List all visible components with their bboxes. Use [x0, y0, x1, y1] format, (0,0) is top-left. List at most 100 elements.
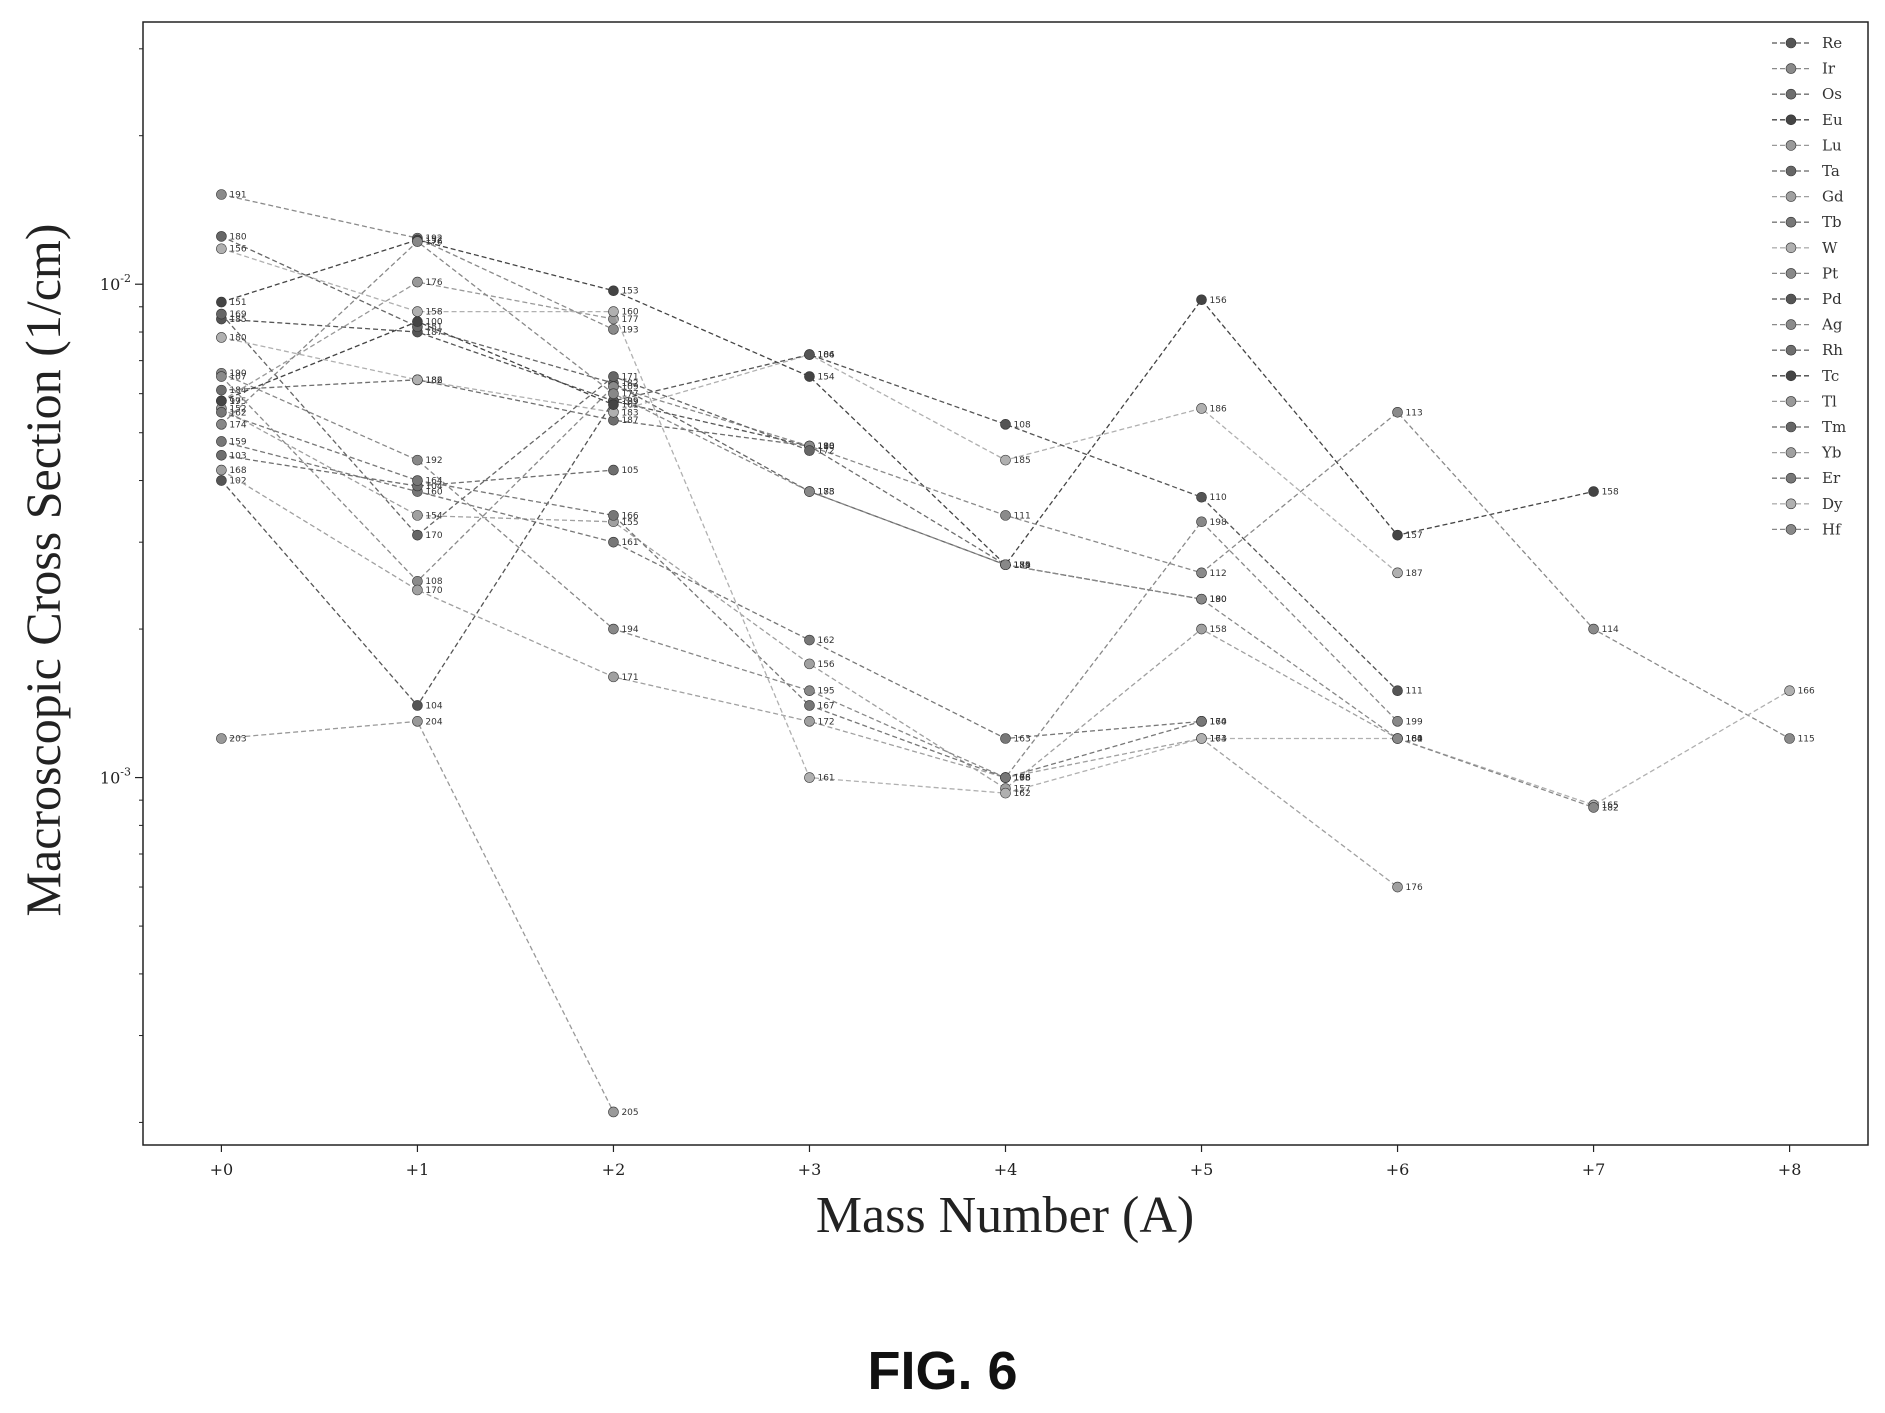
legend-item: W	[1772, 239, 1838, 257]
data-point-label: 164	[1210, 717, 1227, 727]
legend-label: Eu	[1822, 111, 1843, 129]
data-point	[412, 716, 423, 727]
data-point-label: 188	[817, 442, 834, 452]
data-point	[1392, 685, 1403, 697]
data-point	[216, 419, 227, 430]
data-point-label: 190	[817, 442, 834, 452]
data-point-label: 166	[621, 511, 638, 521]
data-point-label: 189	[1014, 561, 1031, 571]
data-point-label: 108	[425, 577, 442, 587]
data-point-label: 162	[229, 408, 246, 418]
series-line	[221, 469, 1398, 888]
data-point	[804, 371, 815, 382]
legend-marker	[1785, 472, 1797, 484]
legend-marker	[1785, 242, 1797, 254]
data-point-label: 184	[1014, 561, 1031, 571]
data-point	[608, 510, 619, 521]
series-line	[220, 313, 810, 537]
data-point	[216, 296, 227, 308]
legend-label: Hf	[1822, 520, 1842, 538]
data-point	[1000, 787, 1011, 799]
data-point-label: 189	[621, 397, 638, 407]
data-point	[1196, 567, 1207, 579]
data-point-label: 178	[817, 488, 834, 498]
data-point-label: 163	[1210, 735, 1227, 745]
data-point	[216, 450, 227, 461]
data-point-label: 176	[1406, 883, 1423, 893]
data-point	[804, 634, 815, 646]
data-point-label: 172	[817, 447, 834, 457]
data-point	[216, 231, 227, 242]
data-point	[412, 454, 423, 466]
data-point-label: 151	[229, 298, 246, 308]
data-point	[216, 332, 227, 343]
series-tc: 99 100 101	[216, 316, 639, 411]
data-point-label: 174	[229, 420, 246, 430]
data-point-label: 107	[229, 373, 246, 383]
data-point-label: 169	[229, 310, 246, 320]
data-point	[1000, 454, 1011, 466]
legend-marker	[1785, 344, 1797, 356]
data-point	[608, 399, 619, 410]
data-point-label: 111	[1014, 511, 1031, 521]
legend-label: Rh	[1822, 341, 1843, 359]
data-point-label: 187	[425, 328, 442, 338]
legend-label: Os	[1822, 85, 1842, 103]
data-point-label: 108	[1014, 420, 1031, 430]
legend-marker	[1785, 370, 1797, 382]
data-point	[412, 475, 423, 486]
data-point	[216, 436, 227, 447]
x-axis: +0 +1 +2 +3 +4 +5 +6 +7 +8	[210, 1145, 1801, 1179]
series-gd: 152 154 155 156 157 158 160	[216, 403, 1423, 795]
data-point-label: 101	[621, 401, 638, 411]
data-point-label: 103	[229, 451, 246, 461]
data-point	[412, 700, 423, 711]
legend-label: Ta	[1822, 162, 1840, 180]
data-point	[1588, 623, 1599, 635]
data-point-label: 104	[425, 482, 442, 492]
data-point-label: 102	[229, 477, 246, 487]
data-point-label: 100	[425, 318, 442, 328]
legend-marker	[1785, 421, 1797, 433]
data-point-label: 160	[425, 488, 442, 498]
legend-item: Dy	[1772, 495, 1843, 513]
data-point-label: 170	[425, 531, 442, 541]
data-point	[216, 395, 227, 407]
data-point-label: 177	[621, 390, 638, 400]
data-point	[1196, 716, 1207, 727]
data-point-label: 158	[425, 308, 442, 318]
series-line	[221, 379, 1202, 600]
data-point-label: 164	[1406, 735, 1423, 745]
x-tick-label: +1	[406, 1160, 430, 1179]
data-point	[216, 384, 227, 396]
figure-caption: FIG. 6	[867, 1341, 1018, 1401]
data-point	[608, 285, 619, 297]
data-point-label: 106	[817, 351, 834, 361]
data-point-label: 153	[621, 287, 638, 297]
data-point	[1000, 772, 1011, 783]
legend-marker	[1785, 447, 1797, 458]
data-point-label: 203	[229, 735, 246, 745]
data-point-label: 186	[1210, 404, 1227, 414]
legend-item: Yb	[1772, 444, 1842, 462]
data-point-label: 184	[817, 351, 834, 361]
legend-item: Pd	[1772, 290, 1842, 308]
data-point	[804, 700, 815, 711]
x-tick-label: +0	[210, 1160, 234, 1179]
legend-label: Ag	[1821, 316, 1843, 334]
series-tl: 203 204 205	[216, 716, 639, 1118]
data-point-label: 158	[1210, 625, 1227, 635]
data-point-label: 160	[621, 308, 638, 318]
x-axis-title: Mass Number (A)	[816, 1187, 1194, 1244]
data-point	[804, 445, 815, 456]
data-point	[1196, 516, 1207, 528]
data-point	[1000, 733, 1011, 744]
data-point	[608, 623, 619, 635]
data-point-label: 205	[621, 1108, 638, 1118]
data-point-label: 156	[817, 660, 834, 670]
data-point-label: 190	[229, 369, 246, 379]
data-point	[804, 772, 815, 783]
data-point-label: 155	[621, 518, 638, 528]
data-point-label: 152	[425, 236, 442, 246]
x-tick-label: +5	[1190, 1160, 1214, 1179]
